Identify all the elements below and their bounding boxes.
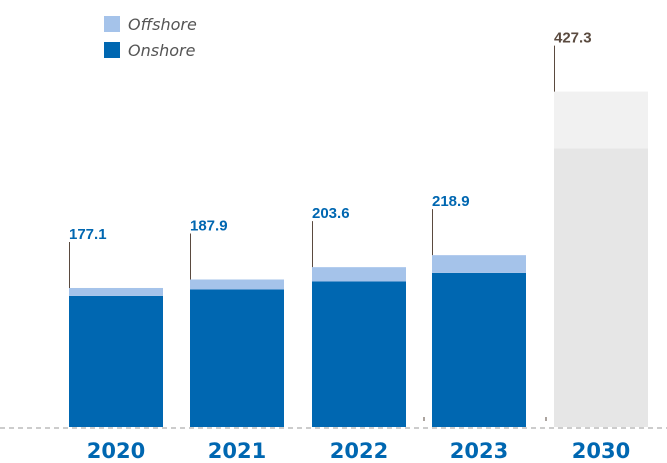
legend-label-offshore: Offshore <box>128 14 197 34</box>
chart-legend: Offshore Onshore <box>104 11 197 63</box>
total-label-2021: 187.9 <box>190 217 228 234</box>
legend-item-onshore: Onshore <box>104 37 197 63</box>
bar-offshore-2022 <box>312 267 406 282</box>
onshore-swatch-icon <box>104 42 120 58</box>
bar-offshore-2020 <box>69 287 163 296</box>
year-label-2021: 2021 <box>208 439 266 463</box>
total-label-2022: 203.6 <box>312 205 350 222</box>
bar-onshore-2020 <box>69 295 163 427</box>
year-label-2030: 2030 <box>572 439 630 463</box>
year-label-2023: 2023 <box>450 439 508 463</box>
bar-offshore-2021 <box>190 279 284 290</box>
bar-onshore-2022 <box>312 281 406 427</box>
bar-offshore-2023 <box>432 255 526 273</box>
year-label-2020: 2020 <box>87 439 145 463</box>
legend-item-offshore: Offshore <box>104 11 197 37</box>
total-label-2023: 218.9 <box>432 193 470 210</box>
legend-label-onshore: Onshore <box>128 40 196 60</box>
bar-offshore-2030 <box>554 91 648 149</box>
bar-onshore-2021 <box>190 289 284 427</box>
bar-onshore-2030 <box>554 148 648 427</box>
year-label-2022: 2022 <box>330 439 388 463</box>
total-label-2020: 177.1 <box>69 226 107 243</box>
bar-onshore-2023 <box>432 272 526 427</box>
offshore-swatch-icon <box>104 16 120 32</box>
total-label-2030: 427.3 <box>554 30 592 47</box>
